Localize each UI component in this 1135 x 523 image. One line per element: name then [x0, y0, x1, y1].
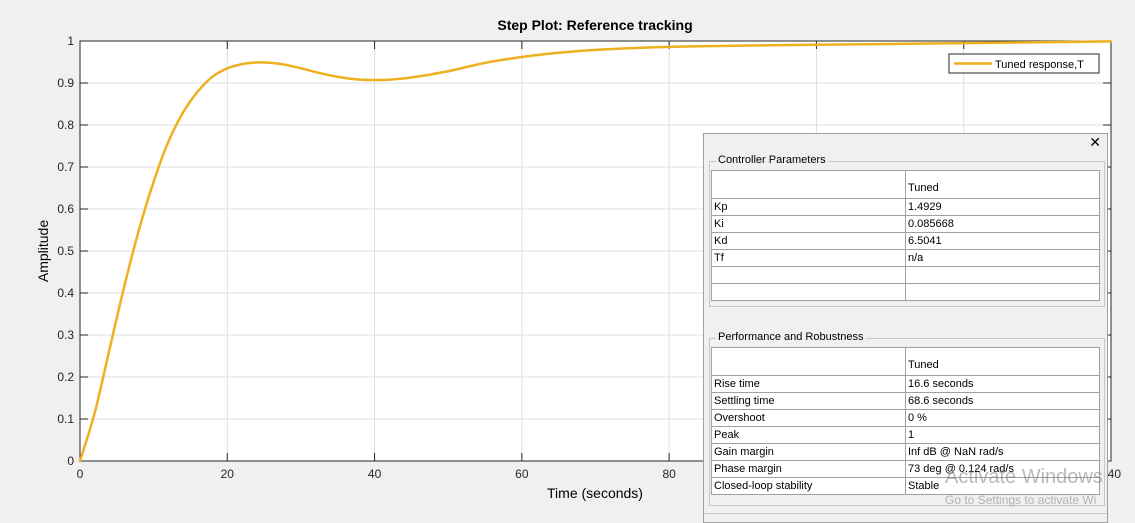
y-tick-label: 0.7 — [57, 160, 74, 174]
y-tick-label: 0 — [67, 454, 74, 468]
x-tick-label: 20 — [221, 467, 235, 481]
param-value — [905, 266, 1100, 284]
table-row: Settling time 68.6 seconds — [711, 392, 1100, 410]
table-row — [711, 283, 1100, 301]
controller-parameters-group: Controller Parameters Tuned Kp 1.4929 Ki… — [709, 154, 1105, 307]
chart-title: Step Plot: Reference tracking — [497, 17, 692, 33]
metric-value: 68.6 seconds — [905, 392, 1100, 410]
y-tick-label: 0.3 — [57, 328, 74, 342]
y-tick-label: 1 — [67, 34, 74, 48]
header-cell — [711, 170, 906, 199]
x-axis-label: Time (seconds) — [547, 485, 643, 501]
y-tick-label: 0.2 — [57, 370, 74, 384]
tuning-results-panel: ✕ Controller Parameters Tuned Kp 1.4929 … — [703, 133, 1108, 523]
close-icon[interactable]: ✕ — [1089, 135, 1101, 151]
param-name — [711, 283, 906, 301]
legend[interactable]: Tuned response,T — [948, 53, 1100, 74]
x-tick-label: 40 — [368, 467, 382, 481]
table-row: Rise time 16.6 seconds — [711, 375, 1100, 393]
controller-parameters-table: Tuned Kp 1.4929 Ki 0.085668 Kd 6.5041 Tf… — [711, 170, 1100, 301]
param-name — [711, 266, 906, 284]
table-row: Kp 1.4929 — [711, 198, 1100, 216]
metric-value: Inf dB @ NaN rad/s — [905, 443, 1100, 461]
metric-value: Stable — [905, 477, 1100, 495]
tick-labels: 00.10.20.30.40.50.60.70.80.910 20 40 60 80 14… — [57, 34, 1121, 481]
activation-watermark-sub: Go to Settings to activate Wi — [945, 493, 1097, 507]
panel-footer — [704, 513, 1107, 522]
header-cell — [711, 347, 906, 376]
metric-name: Settling time — [711, 392, 906, 410]
metric-value: 16.6 seconds — [905, 375, 1100, 393]
table-row — [711, 266, 1100, 284]
table-row: Overshoot 0 % — [711, 409, 1100, 427]
param-name: Tf — [711, 249, 906, 267]
metric-name: Peak — [711, 426, 906, 444]
param-value: 0.085668 — [905, 215, 1100, 233]
header-cell: Tuned — [905, 170, 1100, 199]
legend-box — [948, 53, 1100, 74]
x-tick-label: 80 — [662, 467, 676, 481]
table-row: Closed-loop stability Stable — [711, 477, 1100, 495]
table-header-row: Tuned — [711, 170, 1100, 199]
metric-value: 1 — [905, 426, 1100, 444]
param-value: 1.4929 — [905, 198, 1100, 216]
x-tick-label: 0 — [77, 467, 84, 481]
x-tick-label: 60 — [515, 467, 529, 481]
legend-label: Tuned response,T — [995, 59, 1084, 71]
table-row: Ki 0.085668 — [711, 215, 1100, 233]
performance-robustness-title: Performance and Robustness — [716, 331, 866, 343]
y-tick-label: 0.1 — [57, 412, 74, 426]
param-name: Kp — [711, 198, 906, 216]
y-tick-label: 0.9 — [57, 76, 74, 90]
activation-watermark: Activate Windows — [945, 466, 1103, 488]
table-row: Gain margin Inf dB @ NaN rad/s — [711, 443, 1100, 461]
param-name: Ki — [711, 215, 906, 233]
table-row: Peak 1 — [711, 426, 1100, 444]
series-line-tuned-response[interactable] — [78, 40, 1113, 463]
header-cell: Tuned — [905, 347, 1100, 376]
series-layer — [78, 40, 1113, 463]
y-tick-label: 0.8 — [57, 118, 74, 132]
metric-name: Gain margin — [711, 443, 906, 461]
metric-value: 73 deg @ 0.124 rad/s — [905, 460, 1100, 478]
metric-name: Rise time — [711, 375, 906, 393]
table-header-row: Tuned — [711, 347, 1100, 376]
y-tick-label: 0.4 — [57, 286, 74, 300]
y-tick-label: 0.5 — [57, 244, 74, 258]
performance-robustness-group: Performance and Robustness Tuned Rise ti… — [709, 331, 1105, 506]
param-value — [905, 283, 1100, 301]
param-value: n/a — [905, 249, 1100, 267]
param-value: 6.5041 — [905, 232, 1100, 250]
metric-name: Overshoot — [711, 409, 906, 427]
table-row: Tf n/a — [711, 249, 1100, 267]
param-name: Kd — [711, 232, 906, 250]
metric-name: Closed-loop stability — [711, 477, 906, 495]
metric-name: Phase margin — [711, 460, 906, 478]
table-row: Kd 6.5041 — [711, 232, 1100, 250]
y-axis-label: Amplitude — [35, 220, 51, 282]
performance-robustness-table: Tuned Rise time 16.6 seconds Settling ti… — [711, 347, 1100, 495]
y-tick-label: 0.6 — [57, 202, 74, 216]
controller-parameters-title: Controller Parameters — [716, 154, 828, 166]
metric-value: 0 % — [905, 409, 1100, 427]
